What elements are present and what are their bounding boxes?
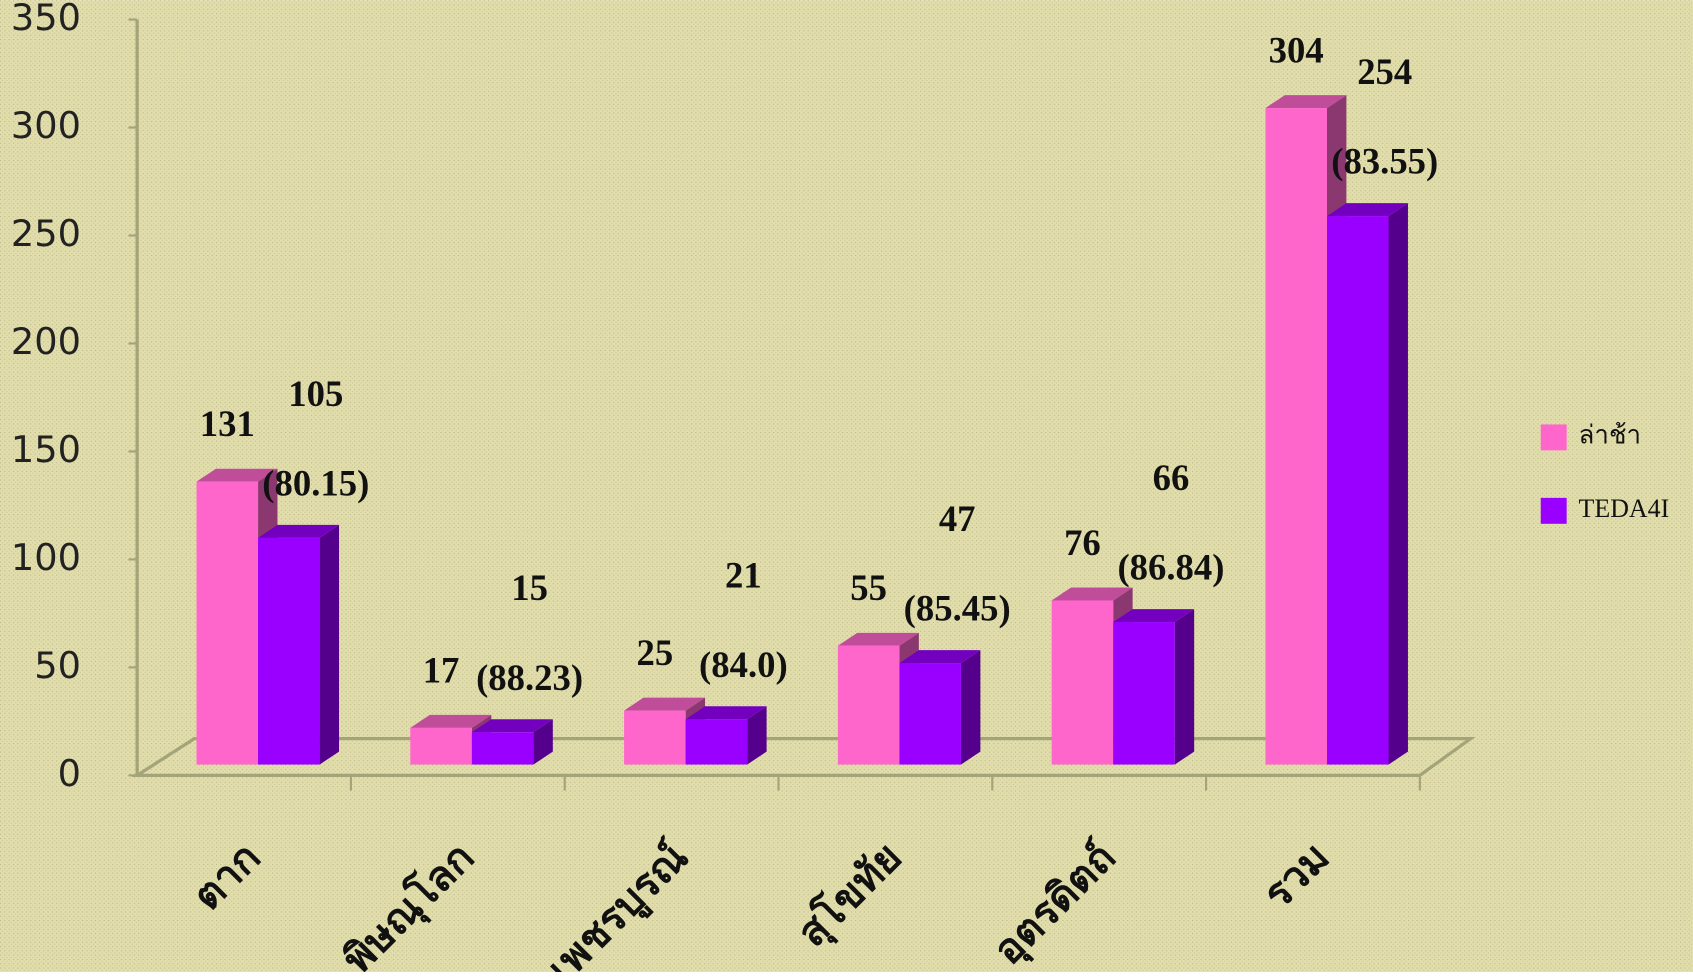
bar: [686, 706, 767, 764]
annotation: (85.45): [904, 588, 1011, 629]
bar: [899, 650, 980, 764]
legend-label: TEDA4I: [1579, 494, 1670, 523]
value-label: 131: [200, 403, 255, 444]
y-tick-label: 100: [11, 536, 81, 579]
annotation: (83.55): [1331, 141, 1438, 182]
y-tick-label: 50: [34, 644, 81, 687]
annotation: (84.0): [699, 644, 788, 685]
value-label: 21: [725, 554, 762, 595]
y-tick-label: 250: [11, 212, 81, 255]
legend-swatch: [1541, 424, 1567, 450]
bar: [1327, 203, 1408, 764]
value-label: 105: [288, 373, 343, 414]
value-label: 15: [511, 567, 548, 608]
y-tick-label: 0: [58, 752, 81, 795]
value-label: 76: [1064, 522, 1101, 563]
legend-label: ล่าช้า: [1579, 420, 1642, 449]
annotation: (88.23): [476, 657, 583, 698]
value-label: 55: [850, 567, 887, 608]
value-label: 66: [1153, 457, 1190, 498]
value-label: 47: [939, 498, 976, 539]
bar: [258, 525, 339, 765]
annotation: (86.84): [1117, 547, 1224, 588]
value-label: 254: [1357, 51, 1412, 92]
y-tick-label: 200: [11, 320, 81, 363]
y-tick-label: 150: [11, 428, 81, 471]
chart: 050100150200250300350ตาก131105(80.15)พิษ…: [0, 0, 1693, 972]
y-tick-label: 300: [11, 104, 81, 147]
y-tick-label: 350: [11, 0, 81, 39]
bar: [472, 719, 553, 764]
value-label: 25: [636, 632, 673, 673]
legend-swatch: [1541, 498, 1567, 524]
annotation: (80.15): [262, 463, 369, 504]
value-label: 17: [423, 649, 460, 690]
bar: [1113, 609, 1194, 764]
value-label: 304: [1269, 30, 1324, 71]
